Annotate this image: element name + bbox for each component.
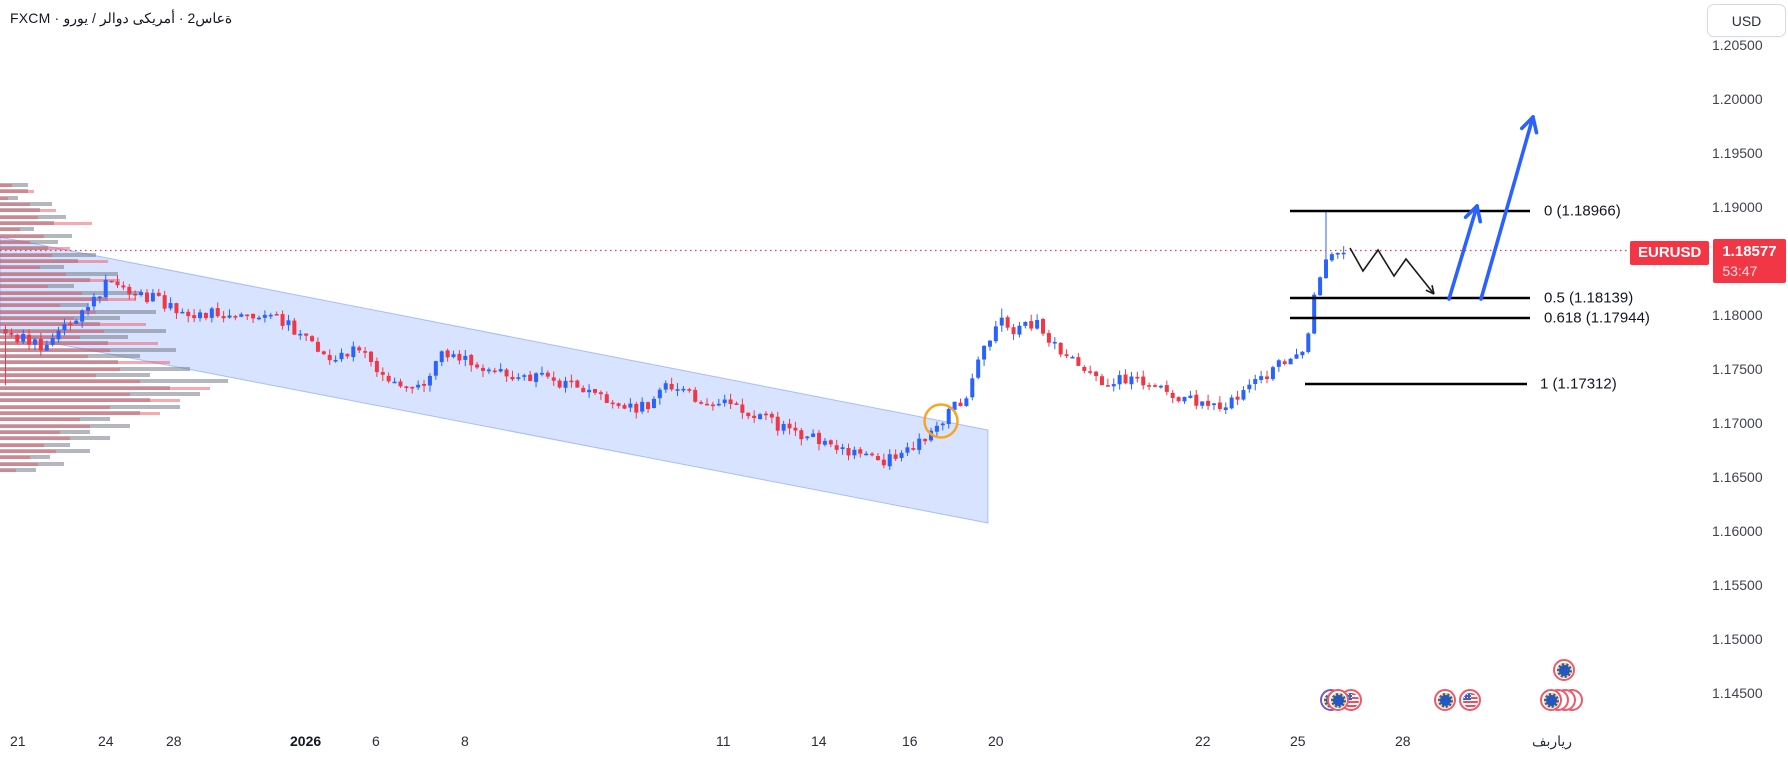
last-price-value: 1.18577: [1722, 243, 1777, 260]
last-price-label: EURUSD 1.18577 53:47: [1630, 239, 1786, 283]
price-axis-label: 1.14500: [1712, 685, 1763, 701]
time-axis-label: 25: [1290, 733, 1306, 749]
fib-level-label: 1 (1.17312): [1540, 375, 1617, 393]
price-axis-label: 1.19500: [1712, 145, 1763, 161]
price-axis-label: 1.20500: [1712, 37, 1763, 53]
volume-profile: [0, 183, 228, 472]
price-axis-label: 1.19000: [1712, 199, 1763, 215]
ticker-badge: EURUSD: [1630, 241, 1710, 265]
time-axis-label: 22: [1195, 733, 1211, 749]
bar-countdown: 53:47: [1722, 263, 1758, 279]
time-axis-label: 28: [166, 733, 182, 749]
price-axis-label: 1.17500: [1712, 361, 1763, 377]
time-axis-label: 2026: [290, 733, 322, 749]
trend-channel[interactable]: [0, 236, 989, 524]
price-axis-label: 1.17000: [1712, 415, 1763, 431]
time-axis-label: 16: [902, 733, 918, 749]
time-axis-label: فبراير: [1532, 733, 1573, 749]
fib-level-label: 0 (1.18966): [1544, 202, 1621, 220]
price-axis-label: 1.15000: [1712, 631, 1763, 647]
price-axis-label: 1.20000: [1712, 91, 1763, 107]
bullish-arrow[interactable]: [1447, 204, 1479, 301]
price-axis-label: 1.15500: [1712, 577, 1763, 593]
time-axis-label: 8: [461, 733, 469, 749]
currency-unit-button[interactable]: USD: [1707, 4, 1786, 37]
time-axis-label: 21: [10, 733, 26, 749]
time-axis-label: 14: [811, 733, 827, 749]
eu-flag-event-icon[interactable]: [1540, 689, 1562, 711]
eu-flag-event-icon[interactable]: [1327, 689, 1349, 711]
currency-unit-label: USD: [1731, 12, 1762, 29]
price-axis-label: 1.16500: [1712, 469, 1763, 485]
eu-flag-event-icon[interactable]: [1553, 659, 1575, 681]
us-flag-event-icon[interactable]: [1459, 689, 1481, 711]
price-axis-label: 1.18000: [1712, 307, 1763, 323]
breakout-highlight-circle[interactable]: [923, 403, 959, 439]
time-axis-label: 11: [716, 733, 731, 749]
symbol-title[interactable]: FXCM · وروي / رلاود ىكيرمأ · 2ساعة: [10, 10, 233, 26]
time-axis-label: 20: [988, 733, 1004, 749]
projected-path-zigzag[interactable]: [1349, 247, 1435, 295]
time-axis-label: 28: [1395, 733, 1411, 749]
fib-level-label: 0.618 (1.17944): [1544, 309, 1650, 327]
time-axis-label: 6: [372, 733, 380, 749]
time-axis-label: 24: [98, 733, 114, 749]
price-axis-label: 1.16000: [1712, 523, 1763, 539]
bullish-arrow[interactable]: [1479, 115, 1535, 301]
candles: [3, 211, 1346, 470]
fib-level-label: 0.5 (1.18139): [1544, 289, 1634, 307]
eu-flag-event-icon[interactable]: [1434, 689, 1456, 711]
